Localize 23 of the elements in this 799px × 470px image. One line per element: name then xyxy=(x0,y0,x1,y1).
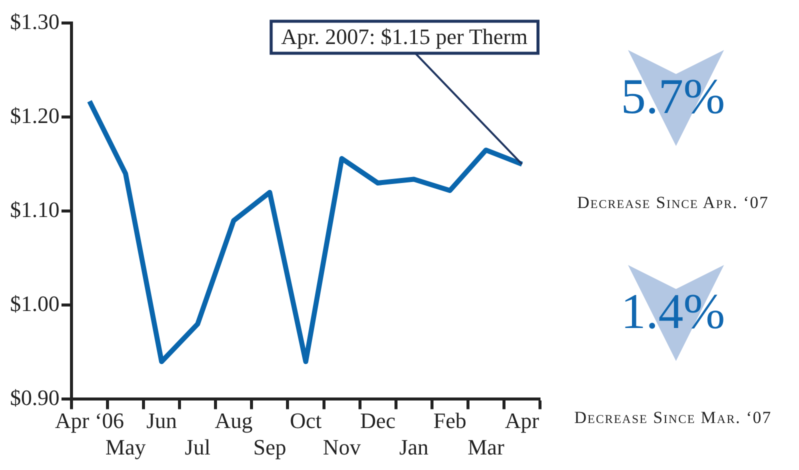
y-tick-label: $1.00 xyxy=(10,290,60,316)
x-tick-label: Nov xyxy=(322,434,361,460)
x-tick-label: Aug xyxy=(214,408,253,434)
y-tick-label: $0.90 xyxy=(10,384,60,410)
x-tick-label: May xyxy=(105,434,146,460)
x-tick-label: Apr xyxy=(504,408,540,434)
x-tick-label: Oct xyxy=(290,408,322,434)
text: Decrease Since Mar. ‘07 xyxy=(573,408,773,428)
annotation: Apr. 2007: $1.15 per Therm xyxy=(281,24,528,49)
x-tick-label: Dec xyxy=(360,408,396,434)
x-tick-label: Mar xyxy=(468,434,505,460)
text: 5.7% xyxy=(620,68,726,124)
y-tick-label: $1.20 xyxy=(10,102,60,128)
y-tick-label: $1.10 xyxy=(10,196,60,222)
y-tick-label: $1.30 xyxy=(10,8,60,34)
x-tick-label: Jan xyxy=(399,434,429,460)
text: Decrease Since Apr. ‘07 xyxy=(576,193,770,213)
x-tick-label: Sep xyxy=(253,434,286,460)
x-tick-label: Jul xyxy=(184,434,210,460)
x-tick-label: Feb xyxy=(433,408,466,434)
x-tick-label: Jun xyxy=(146,408,177,434)
text: 1.4% xyxy=(620,283,726,339)
x-tick-label: Apr ‘06 xyxy=(54,408,124,434)
